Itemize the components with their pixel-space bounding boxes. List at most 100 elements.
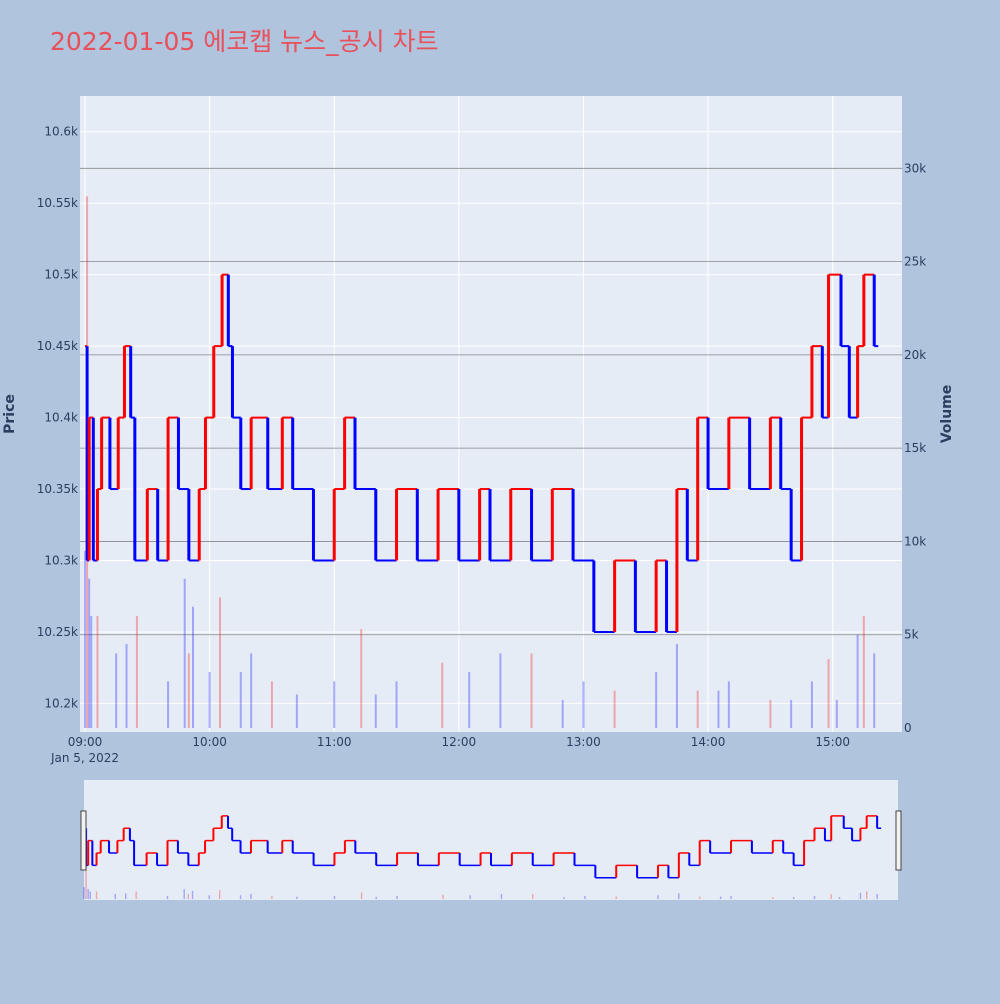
volume-bar: [727, 681, 730, 728]
main-plot-area: [80, 96, 902, 732]
range-slider-volume-bar: [859, 892, 862, 899]
range-slider-volume-bar: [187, 894, 190, 899]
volume-bar: [183, 578, 186, 728]
volume-bar: [856, 634, 859, 728]
volume-bar: [250, 653, 253, 728]
range-slider-volume-bar: [95, 891, 98, 899]
range-slider-volume-bar: [719, 896, 722, 899]
volume-bar: [582, 681, 585, 728]
price-tick-label: 10.5k: [44, 268, 78, 282]
volume-bar: [862, 616, 865, 728]
range-slider-volume-bar: [296, 896, 298, 899]
volume-bar: [499, 653, 502, 728]
volume-bar: [530, 653, 533, 728]
range-slider-volume-bar: [730, 895, 732, 899]
range-slider-volume-bar: [532, 894, 534, 899]
axes: 09:00 10:00 11:00 12:00 13:00 14:00 15:00 10.2k…: [37, 125, 927, 749]
volume-bar: [125, 644, 128, 728]
range-slider-volume-bar: [792, 897, 795, 899]
volume-tick-label: 10k: [904, 534, 926, 548]
volume-bar: [374, 694, 377, 728]
range-slider-volume-bar: [657, 895, 659, 899]
volume-bar: [295, 694, 298, 728]
range-slider-volume-bar: [89, 891, 91, 899]
volume-bar: [96, 616, 99, 728]
range-slider-volume-bar: [838, 897, 841, 899]
range-slider-volume-bar: [876, 894, 878, 899]
x-tick-label: 10:00: [192, 735, 227, 749]
range-slider-volume-bar: [375, 896, 377, 899]
volume-bar: [696, 690, 699, 728]
volume-bar: [270, 681, 273, 728]
volume-bar: [769, 700, 772, 728]
volume-bar: [790, 700, 793, 728]
price-tick-label: 10.25k: [37, 625, 78, 639]
volume-bar: [810, 681, 813, 728]
range-slider-volume-bar: [191, 890, 194, 899]
range-slider-volume-bar: [239, 895, 242, 899]
volume-bar: [395, 681, 398, 728]
range-slider-right-handle[interactable]: [895, 810, 902, 871]
price-tick-label: 10.4k: [44, 411, 78, 425]
volume-tick-label: 15k: [904, 441, 926, 455]
volume-bar: [84, 550, 86, 728]
range-slider-volume-bar: [333, 895, 336, 899]
range-slider-volume-bar: [396, 895, 398, 899]
volume-bar: [90, 616, 93, 728]
range-slider[interactable]: [80, 780, 902, 900]
volume-bar: [333, 681, 336, 728]
range-slider-volume-bar: [813, 895, 816, 899]
volume-bar: [239, 672, 242, 728]
y2-axis-title: Volume: [939, 385, 955, 444]
price-tick-label: 10.55k: [37, 196, 78, 210]
range-slider-volume-bar: [114, 894, 117, 899]
volume-bar: [613, 690, 616, 728]
range-slider-volume-bar: [442, 894, 444, 899]
volume-bar: [835, 700, 838, 728]
range-slider-volume-bar: [135, 891, 137, 899]
range-slider-volume-bar: [183, 889, 185, 899]
volume-bar: [655, 672, 658, 728]
price-tick-label: 10.2k: [44, 696, 78, 710]
price-tick-label: 10.6k: [44, 125, 78, 139]
x-tick-label: 13:00: [566, 735, 601, 749]
volume-bar: [675, 644, 678, 728]
volume-bar: [208, 672, 211, 728]
price-tick-label: 10.35k: [37, 482, 78, 496]
volume-bar: [187, 653, 190, 728]
chart-title: 2022-01-05 에코캡 뉴스_공시 차트: [50, 27, 439, 56]
volume-bar: [717, 690, 720, 728]
volume-bar: [441, 662, 444, 728]
x-tick-label: 15:00: [815, 735, 850, 749]
range-slider-volume-bar: [125, 893, 127, 899]
range-slider-volume-bar: [469, 895, 471, 899]
volume-bar: [468, 672, 471, 728]
price-tick-label: 10.45k: [37, 339, 78, 353]
range-slider-volume-bar: [271, 895, 273, 899]
volume-series: [84, 196, 876, 728]
price-series: [85, 273, 879, 633]
volume-bar: [219, 597, 221, 728]
y-axis-title: Price: [2, 394, 18, 434]
range-slider-volume-bar: [584, 895, 586, 899]
range-slider-volume-bar: [772, 897, 774, 899]
x-tick-label: 12:00: [442, 735, 477, 749]
range-slider-volume-bar: [699, 896, 701, 899]
volume-bar: [827, 658, 830, 728]
range-slider-volume-bar: [166, 895, 169, 899]
range-slider-left-handle[interactable]: [80, 810, 87, 871]
range-slider-preview: [83, 815, 882, 899]
range-slider-background: [84, 780, 898, 900]
range-slider-volume-bar: [360, 892, 363, 899]
volume-tick-label: 0: [904, 721, 912, 735]
range-slider-volume-bar: [500, 894, 503, 899]
x-axis-date-label: Jan 5, 2022: [50, 751, 119, 765]
x-tick-label: 14:00: [691, 735, 726, 749]
volume-tick-label: 30k: [904, 161, 926, 175]
volume-tick-label: 5k: [904, 628, 919, 642]
volume-bar: [873, 653, 876, 728]
volume-bar: [115, 653, 118, 728]
price-tick-label: 10.3k: [44, 553, 78, 567]
volume-bar: [561, 700, 564, 728]
